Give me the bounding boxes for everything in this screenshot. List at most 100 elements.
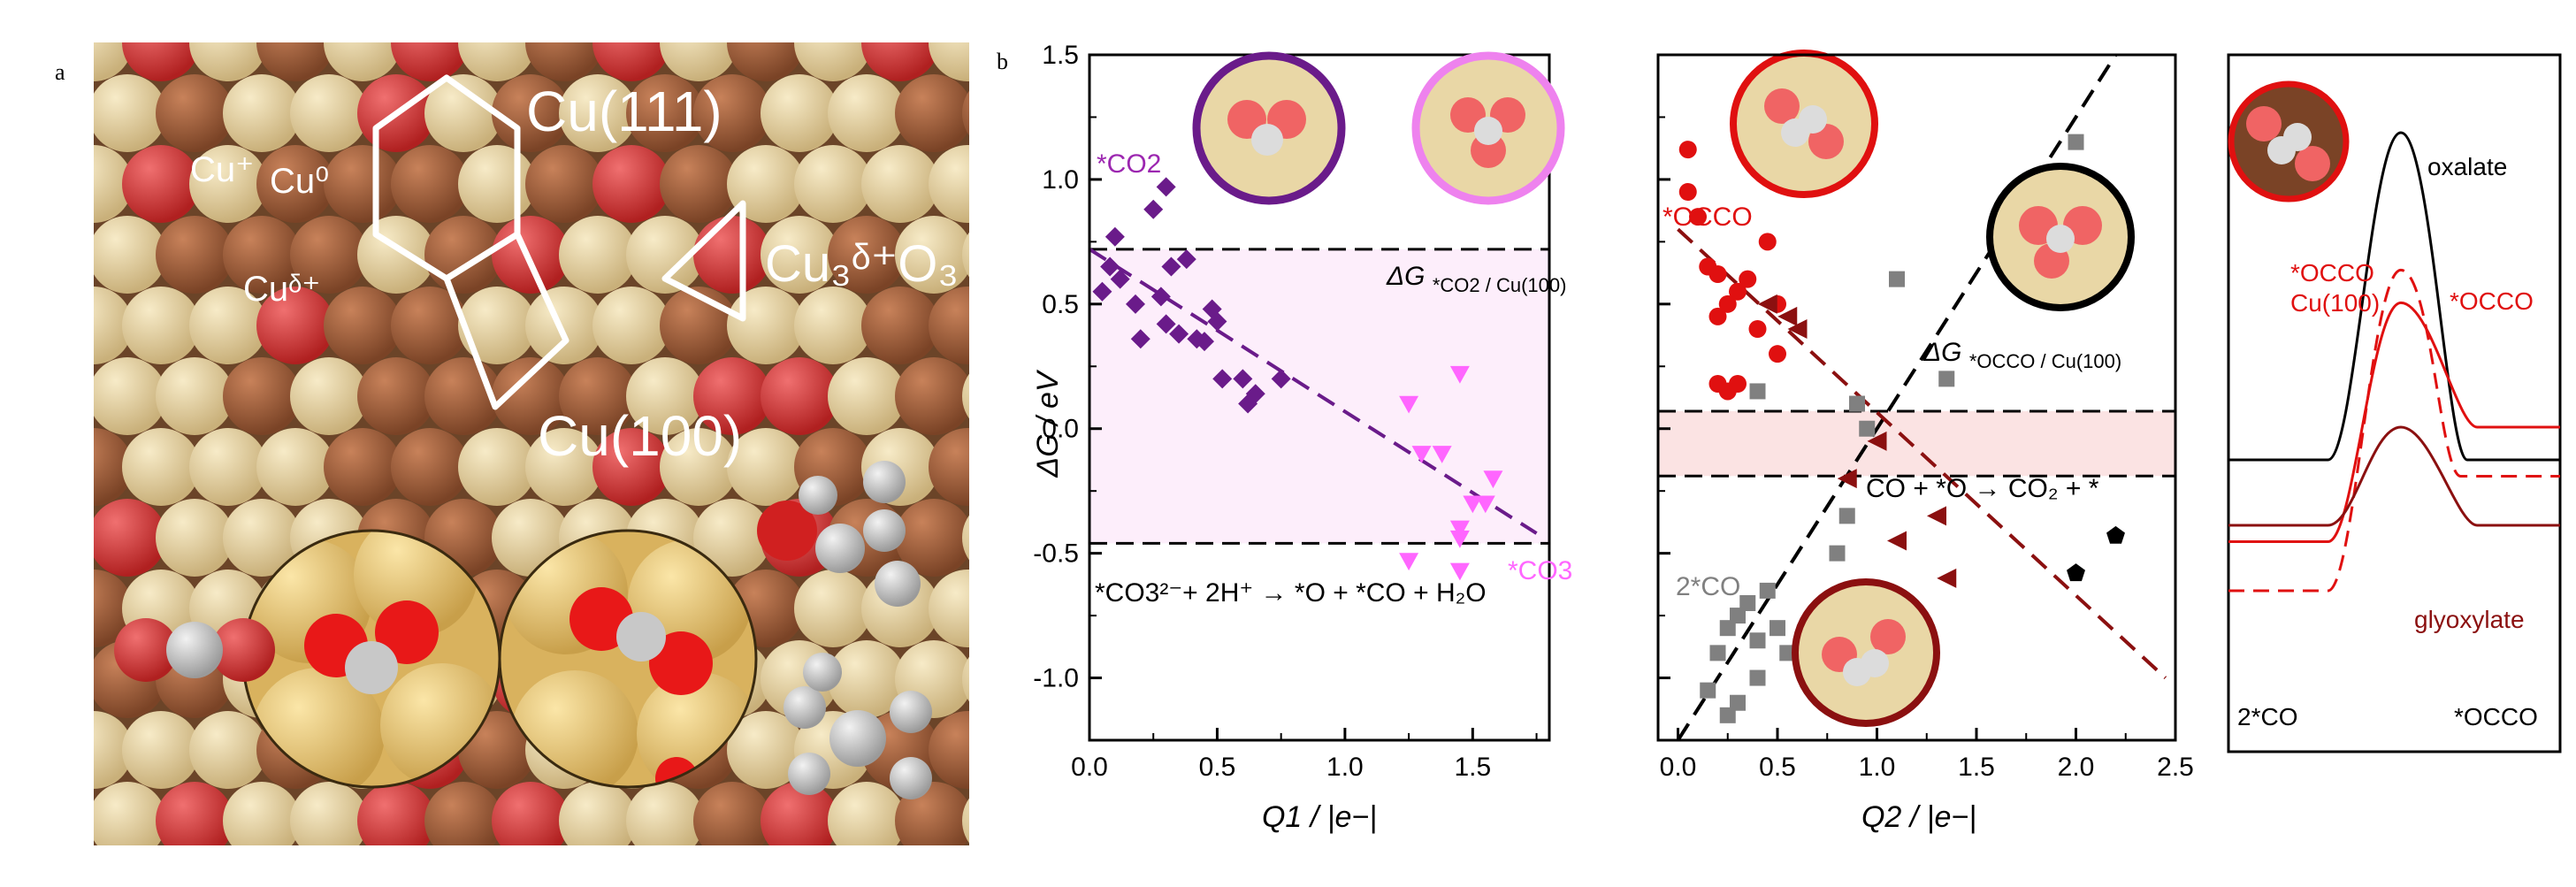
q2-point-2co <box>1849 395 1865 412</box>
q2-point-2co <box>1709 645 1726 661</box>
q2-point-occo <box>1769 345 1786 363</box>
q2-xtick-label: 0.0 <box>1660 753 1697 782</box>
q1-point-co2 <box>1176 249 1196 270</box>
q2-fit-line-darkred <box>1677 227 2167 680</box>
q1-point-co3 <box>1411 446 1432 463</box>
background-sphere <box>962 515 969 561</box>
q1-point-co2 <box>1156 177 1176 197</box>
q1-point-co3 <box>1483 470 1503 489</box>
background-sphere <box>929 570 969 647</box>
background-sphere <box>861 42 939 81</box>
q1-point-co3 <box>1449 530 1470 548</box>
background-sphere <box>122 145 200 223</box>
q1-point-co2 <box>1143 199 1164 219</box>
q1-point-co3 <box>1449 562 1470 581</box>
q2-xtick-label: 2.0 <box>2058 753 2095 782</box>
background-sphere <box>256 42 334 81</box>
background-sphere <box>828 782 906 845</box>
background-sphere <box>929 428 969 506</box>
panel-a-image: Cu⁺ Cu⁰ Cuᵟ⁺ Cu(111) Cu(100) Cu₃ᵟ⁺O₃ <box>94 42 969 845</box>
background-sphere <box>94 428 133 506</box>
q1-point-co2 <box>1207 311 1227 332</box>
background-sphere <box>592 42 670 81</box>
label-cu-plus: Cu⁺ <box>190 150 254 189</box>
energy-frame <box>2227 53 2562 753</box>
background-sphere <box>929 711 969 789</box>
background-sphere <box>458 428 536 506</box>
q2-point-occo <box>1708 265 1727 283</box>
q2-point-dark <box>1777 306 1798 326</box>
energy-x-label-right: *OCCO <box>2454 703 2538 730</box>
q2-point-2co <box>1859 420 1876 437</box>
facet-shapes <box>372 74 746 410</box>
background-sphere <box>122 42 200 81</box>
background-sphere <box>895 74 969 152</box>
q2-point-2co <box>1759 582 1776 599</box>
q1-ytick-label: 0.0 <box>1042 415 1079 444</box>
q2-point-2co <box>1829 545 1846 562</box>
background-sphere <box>189 42 267 81</box>
q1-inset-purple <box>1192 51 1346 205</box>
q1-point-co3 <box>1463 495 1483 514</box>
q1-point-co2 <box>1100 256 1120 277</box>
background-sphere <box>94 782 166 845</box>
q2-point-2co <box>2068 134 2084 150</box>
label-cu-delta: Cuᵟ⁺ <box>243 270 320 309</box>
label-cu100: Cu(100) <box>538 404 742 468</box>
q1-point-co2 <box>1233 369 1253 389</box>
q2-point-2co <box>1749 632 1766 649</box>
q2-point-occo <box>1678 183 1697 201</box>
q2-point-2co <box>1779 645 1796 661</box>
background-sphere <box>156 357 233 435</box>
q1-point-co2 <box>1212 369 1233 389</box>
q1-point-co2 <box>1110 269 1130 289</box>
background-sphere <box>693 74 771 152</box>
q2-point-2co <box>1719 620 1736 637</box>
q2-point-dark <box>1787 319 1808 339</box>
background-sphere <box>693 782 771 845</box>
q2-xlabel: Q2 / |e−| <box>1861 800 1976 834</box>
background-sphere <box>223 782 301 845</box>
q1-point-co3 <box>1399 395 1419 414</box>
background-sphere <box>189 428 267 506</box>
background-sphere <box>861 145 939 223</box>
q1-ytick-label: 0.5 <box>1042 290 1079 319</box>
q2-point-black <box>2067 563 2085 582</box>
q1-point-co2 <box>1245 384 1265 404</box>
background-sphere <box>391 287 469 364</box>
background-sphere <box>94 145 133 223</box>
background-sphere <box>492 357 569 435</box>
background-sphere <box>727 428 805 506</box>
q2-inset-darkred <box>1792 578 1940 727</box>
q1-inset-pink <box>1411 51 1565 205</box>
background-sphere <box>458 145 536 223</box>
panel-a-labels: Cu⁺ Cu⁰ Cuᵟ⁺ Cu(111) Cu(100) Cu₃ᵟ⁺O₃ <box>190 80 959 468</box>
background-sphere <box>290 74 368 152</box>
q1-ytick-label: -1.0 <box>1033 664 1079 693</box>
q2-point-2co <box>1700 682 1716 699</box>
background-sphere <box>693 357 771 435</box>
background-sphere <box>156 782 233 845</box>
background-sphere <box>794 287 872 364</box>
background-sphere <box>794 570 872 647</box>
label-cu111: Cu(111) <box>526 80 722 143</box>
background-sphere <box>189 145 267 223</box>
q1-point-co2 <box>1156 314 1176 334</box>
background-sphere <box>525 42 603 81</box>
panel-a-letter: a <box>55 59 65 85</box>
q1-point-co2 <box>1130 329 1150 349</box>
background-sphere <box>324 287 401 364</box>
q1-point-co2 <box>1105 226 1125 247</box>
q2-point-occo <box>1678 141 1697 159</box>
background-sphere <box>357 357 435 435</box>
background-sphere <box>660 42 738 81</box>
q2-point-dark <box>1867 431 1887 451</box>
q2-hline-label-main: ΔG <box>1922 338 1961 367</box>
q1-point-co2 <box>1126 294 1145 314</box>
background-sphere <box>626 357 704 435</box>
background-sphere <box>189 711 267 789</box>
q1-co2-label: *CO2 <box>1097 149 1161 179</box>
inset-circle-right <box>498 529 758 789</box>
q1-point-co2 <box>1271 369 1291 389</box>
energy-occo-right-label: *OCCO <box>2450 287 2534 315</box>
